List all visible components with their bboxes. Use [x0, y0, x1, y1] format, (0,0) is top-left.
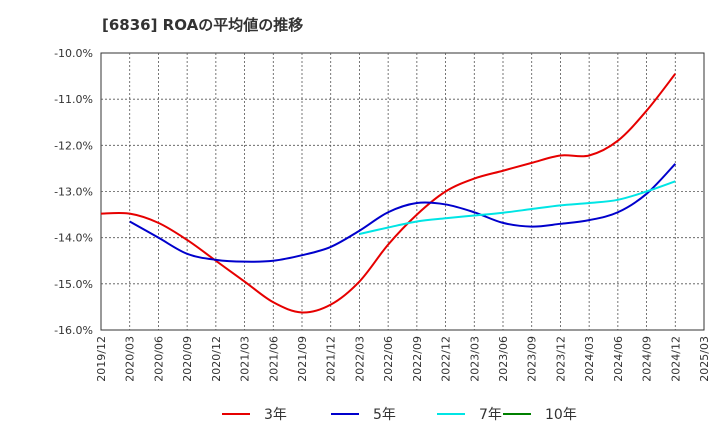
legend-label: 3年: [264, 407, 287, 423]
x-tick-label: 2022/03: [353, 336, 366, 382]
series-line-3年: [100, 73, 677, 314]
x-axis-ticks: 2019/12 2020/03 2020/06 2020/09 2020/12 2021/…: [95, 336, 711, 382]
x-tick-label: 2020/12: [210, 336, 223, 382]
series-line-5年: [129, 163, 677, 263]
series-layer: [100, 73, 677, 314]
x-tick-label: 2022/12: [440, 336, 453, 382]
x-tick-label: 2021/09: [296, 336, 309, 382]
x-tick-label: 2024/09: [641, 336, 654, 382]
x-tick-label: 2022/09: [411, 336, 424, 382]
y-tick-label: -11.0%: [54, 93, 93, 106]
x-tick-label: 2023/06: [497, 336, 510, 382]
x-tick-label: 2024/03: [583, 336, 596, 382]
x-tick-label: 2023/12: [554, 336, 567, 382]
x-tick-label: 2023/09: [526, 336, 539, 382]
x-tick-label: 2025/03: [698, 336, 711, 382]
x-tick-label: 2020/09: [181, 336, 194, 382]
y-tick-label: -12.0%: [54, 139, 93, 152]
x-tick-label: 2023/03: [468, 336, 481, 382]
y-tick-label: -10.0%: [54, 47, 93, 60]
y-axis-ticks: -10.0% -11.0% -12.0% -13.0% -14.0% -15.0% -16.…: [54, 47, 93, 337]
x-tick-label: 2020/03: [124, 336, 137, 382]
legend: 3年 5年 7年 10年: [222, 407, 577, 423]
x-tick-label: 2020/06: [152, 336, 165, 382]
chart-title: [6836] ROAの平均値の推移: [102, 16, 304, 34]
x-tick-label: 2019/12: [95, 336, 108, 382]
grid-layer: [101, 53, 704, 330]
x-tick-label: 2022/06: [382, 336, 395, 382]
y-tick-label: -15.0%: [54, 278, 93, 291]
series-line-7年: [359, 180, 676, 235]
x-tick-label: 2021/03: [239, 336, 252, 382]
x-tick-label: 2021/06: [267, 336, 280, 382]
legend-label: 10年: [545, 407, 577, 423]
legend-label: 7年: [479, 407, 502, 423]
y-tick-label: -14.0%: [54, 232, 93, 245]
y-tick-label: -16.0%: [54, 324, 93, 337]
x-tick-label: 2024/06: [612, 336, 625, 382]
y-tick-label: -13.0%: [54, 186, 93, 199]
x-tick-label: 2024/12: [669, 336, 682, 382]
legend-label: 5年: [373, 407, 396, 423]
x-tick-label: 2021/12: [325, 336, 338, 382]
